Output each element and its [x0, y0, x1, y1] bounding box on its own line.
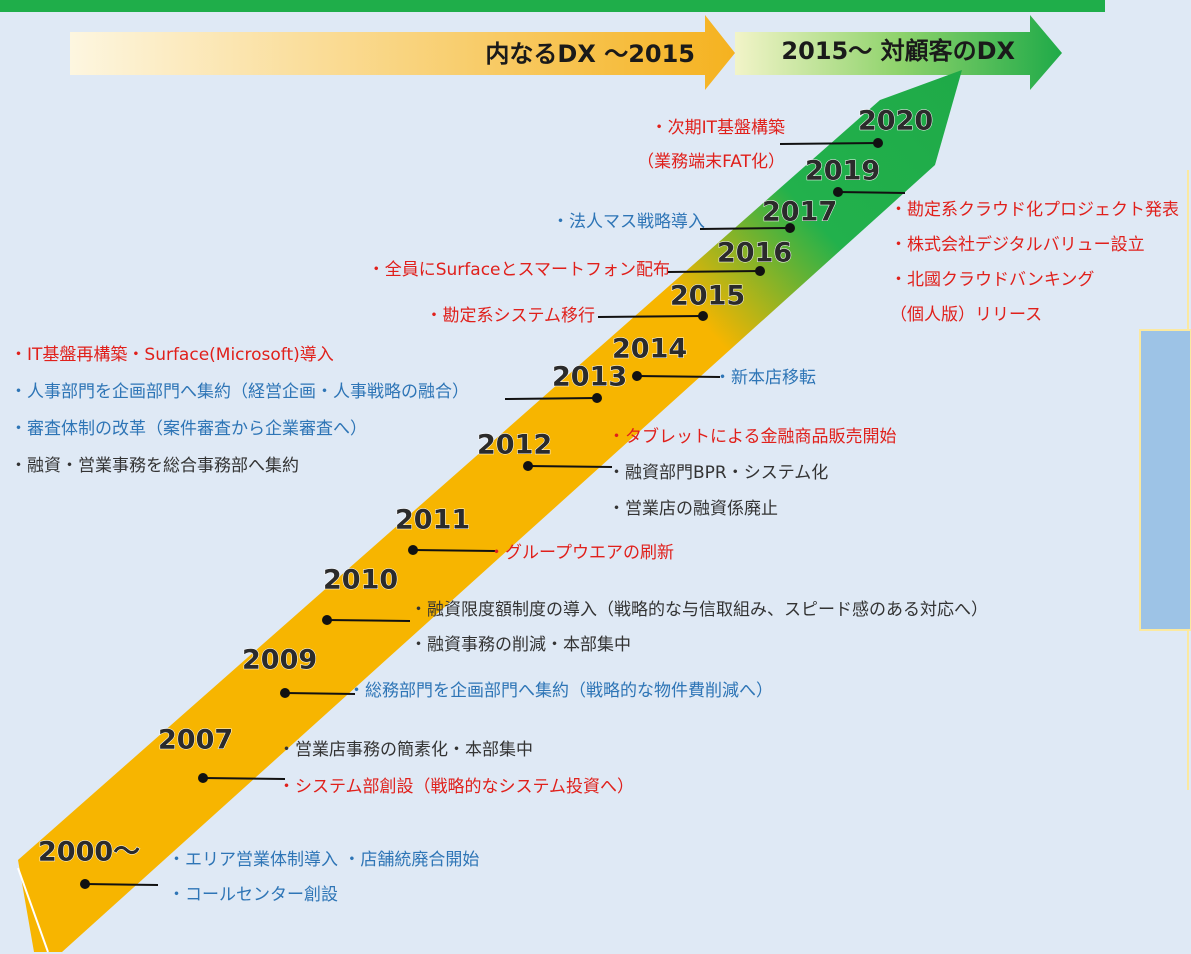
event-text: ・人事部門を企画部門へ集約（経営企画・人事戦略の融合） [10, 382, 469, 402]
connector [326, 619, 411, 622]
event-text: ・営業店事務の簡素化・本部集中 [278, 740, 533, 760]
event-text: （業務端末FAT化） [637, 152, 785, 172]
event-text: ・次期IT基盤構築 [651, 118, 785, 138]
year-label: 2000～ [38, 837, 140, 868]
year-dot [322, 615, 332, 625]
phase-arrow [735, 15, 1062, 90]
event-text: ・システム部創設（戦略的なシステム投資へ） [278, 777, 634, 797]
event-text: ・法人マス戦略導入 [552, 212, 705, 232]
event-text: ・勘定系クラウド化プロジェクト発表 [890, 200, 1179, 220]
year-label: 2017 [762, 197, 837, 228]
event-text: ・全員にSurfaceとスマートフォン配布 [368, 260, 670, 280]
connector [284, 692, 356, 695]
year-dot [632, 371, 642, 381]
year-dot [80, 879, 90, 889]
connector [837, 191, 906, 194]
year-dot [592, 393, 602, 403]
connector [667, 270, 761, 273]
year-dot [408, 545, 418, 555]
connector [779, 142, 879, 145]
year-dot [698, 311, 708, 321]
year-dot [280, 688, 290, 698]
phase-label: 2015～ 対顧客のDX [781, 37, 1015, 65]
event-text: ・新本店移転 [714, 368, 816, 388]
event-text: ・グループウエアの刷新 [488, 543, 674, 563]
connector [202, 777, 286, 780]
phase-arrow [70, 15, 735, 90]
connector [504, 397, 598, 400]
event-text: ・コールセンター創設 [168, 885, 338, 905]
band-edge [17, 867, 49, 953]
event-text: ・総務部門を企画部門へ集約（戦略的な物件費削減へ） [348, 681, 773, 701]
event-text: ・勘定系システム移行 [426, 306, 596, 326]
year-label: 2013 [552, 362, 627, 393]
event-text: ・融資部門BPR・システム化 [608, 463, 828, 483]
year-dot [198, 773, 208, 783]
year-label: 2015 [670, 281, 745, 312]
year-label: 2014 [612, 334, 687, 365]
connector [636, 375, 721, 378]
event-text: ・融資限度額制度の導入（戦略的な与信取組み、スピード感のある対応へ） [410, 600, 988, 620]
event-text: ・審査体制の改革（案件審査から企業審査へ） [10, 419, 367, 439]
year-dot [873, 138, 883, 148]
connector [527, 465, 613, 468]
year-label: 2019 [805, 156, 880, 187]
year-dot [833, 187, 843, 197]
year-label: 2010 [323, 565, 398, 596]
year-dot [755, 266, 765, 276]
side-panel [1139, 329, 1191, 631]
phase-label: 内なるDX ～2015 [485, 40, 695, 68]
connector [412, 549, 496, 552]
event-text: （個人版）リリース [890, 305, 1042, 325]
year-label: 2020 [858, 106, 933, 137]
year-label: 2012 [477, 430, 552, 461]
year-dot [523, 461, 533, 471]
event-text: ・営業店の融資係廃止 [608, 499, 778, 519]
connector [699, 227, 791, 230]
event-text: ・タブレットによる金融商品販売開始 [608, 426, 897, 447]
connector [84, 883, 159, 886]
top-bar [0, 0, 1105, 12]
timeline-band [18, 70, 962, 952]
event-text: ・株式会社デジタルバリュー設立 [890, 234, 1145, 255]
connector [597, 315, 704, 318]
year-label: 2009 [242, 645, 317, 676]
event-text: ・北國クラウドバンキング [890, 270, 1094, 290]
year-dot [785, 223, 795, 233]
event-text: ・エリア営業体制導入 ・店舗統廃合開始 [168, 850, 479, 870]
year-label: 2011 [395, 505, 470, 536]
year-label: 2016 [717, 238, 792, 269]
event-text: ・融資・営業事務を総合事務部へ集約 [10, 456, 299, 476]
year-label: 2007 [158, 725, 233, 756]
event-text: ・IT基盤再構築・Surface(Microsoft)導入 [10, 345, 334, 365]
event-text: ・融資事務の削減・本部集中 [410, 635, 631, 655]
